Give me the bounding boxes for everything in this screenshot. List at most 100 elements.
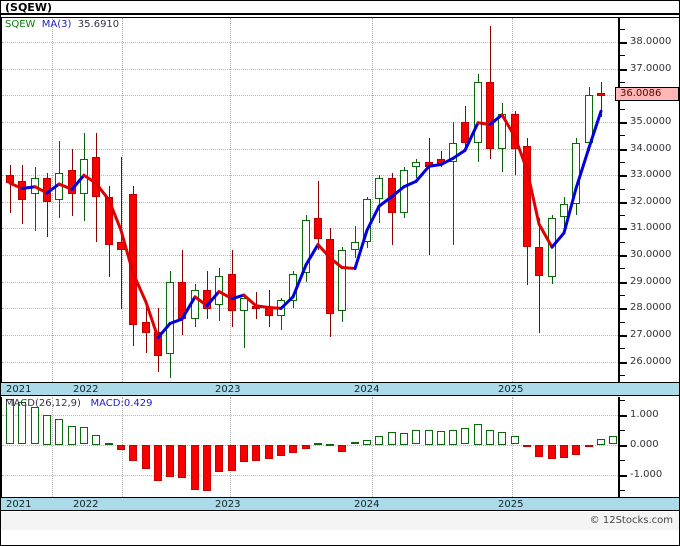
- price-gridline: [2, 202, 618, 203]
- macd-histogram-bar: [461, 428, 469, 444]
- price-minor-tick: [620, 135, 625, 136]
- price-tick: [620, 308, 627, 310]
- price-minor-tick: [620, 109, 625, 110]
- candle-body: [166, 282, 174, 354]
- title-bar: (SQEW): [1, 1, 679, 15]
- date-axis-year: 2024: [354, 384, 380, 395]
- year-gridline: [372, 18, 373, 382]
- macd-histogram-bar: [228, 445, 236, 471]
- price-gridline: [2, 149, 618, 150]
- macd-histogram-bar: [400, 433, 408, 445]
- price-minor-tick: [620, 215, 625, 216]
- macd-histogram-bar: [523, 445, 531, 447]
- macd-tick-label: 1.000: [630, 409, 659, 420]
- macd-histogram-bar: [43, 415, 51, 445]
- date-axis-upper: 2021 2022 2023 2024 2025: [1, 382, 618, 396]
- year-gridline: [372, 397, 373, 497]
- macd-histogram-bar: [412, 430, 420, 444]
- macd-histogram-bar: [351, 442, 359, 444]
- macd-gridline: [2, 475, 618, 476]
- price-tick: [620, 228, 627, 230]
- candle-body: [289, 274, 297, 301]
- macd-histogram-bar: [474, 424, 482, 445]
- macd-histogram-bar: [498, 432, 506, 445]
- candle-body: [560, 204, 568, 217]
- price-minor-tick: [620, 375, 625, 376]
- date-axis-lower-pad: [618, 497, 679, 511]
- candle-body: [326, 239, 334, 314]
- macd-histogram-bar: [449, 430, 457, 445]
- year-gridline: [230, 18, 231, 382]
- macd-tick: [620, 445, 627, 447]
- candle-body: [228, 274, 236, 311]
- price-minor-tick: [620, 29, 625, 30]
- price-tick: [620, 282, 627, 284]
- macd-histogram-bar: [31, 407, 39, 444]
- candle-body: [178, 282, 186, 319]
- macd-histogram-bar: [68, 426, 76, 445]
- price-minor-tick: [620, 189, 625, 190]
- macd-histogram-bar: [511, 436, 519, 444]
- macd-histogram-bar: [203, 445, 211, 491]
- price-minor-tick: [620, 295, 625, 296]
- macd-axis: 1.000 0.000 -1.000: [618, 397, 679, 497]
- macd-histogram-bar: [117, 445, 125, 450]
- macd-histogram-bar: [437, 431, 445, 445]
- price-tick-label: 27.0000: [630, 329, 672, 340]
- macd-value: MACD:0.429: [90, 398, 153, 409]
- macd-minor-tick: [620, 490, 625, 491]
- candle-wick: [453, 122, 454, 245]
- candle-body: [535, 247, 543, 276]
- footer-bar: © 12Stocks.com: [1, 512, 679, 530]
- price-tick-label: 28.0000: [630, 302, 672, 313]
- price-minor-tick: [620, 322, 625, 323]
- date-axis-lower: 2021 2022 2023 2024 2025: [1, 497, 618, 511]
- price-tick-label: 38.0000: [630, 36, 672, 47]
- candle-wick: [244, 295, 245, 348]
- year-gridline: [512, 397, 513, 497]
- candle-body: [302, 220, 310, 273]
- macd-histogram-bar: [265, 445, 273, 459]
- macd-histogram-bar: [302, 445, 310, 449]
- page-title: (SQEW): [5, 1, 52, 14]
- candle-body: [338, 250, 346, 311]
- macd-histogram-bar: [363, 440, 371, 445]
- year-gridline: [512, 18, 513, 382]
- price-tick: [620, 149, 627, 151]
- macd-panel[interactable]: MACD(26,12,9) MACD:0.429: [1, 397, 618, 497]
- price-minor-tick: [620, 82, 625, 83]
- candle-body: [461, 122, 469, 143]
- macd-histogram-bar: [338, 445, 346, 452]
- price-chart-panel[interactable]: SQEW MA(3) 35.6910: [1, 17, 618, 382]
- macd-histogram-bar: [55, 419, 63, 445]
- price-tick-label: 29.0000: [630, 276, 672, 287]
- candle-body: [314, 218, 322, 239]
- price-gridline: [2, 362, 618, 363]
- price-tick: [620, 202, 627, 204]
- date-axis-year: 2022: [73, 499, 99, 510]
- macd-histogram-bar: [129, 445, 137, 461]
- candle-body: [154, 332, 162, 356]
- price-tick: [620, 175, 627, 177]
- macd-histogram-bar: [178, 445, 186, 478]
- price-minor-tick: [620, 55, 625, 56]
- candle-body: [6, 175, 14, 183]
- price-minor-tick: [620, 268, 625, 269]
- macd-params: MACD(26,12,9): [5, 398, 81, 409]
- macd-minor-tick: [620, 400, 625, 401]
- candle-body: [449, 143, 457, 162]
- legend-ma-label: MA(3): [41, 19, 72, 30]
- macd-histogram-bar: [314, 443, 322, 445]
- macd-histogram-bar: [240, 445, 248, 462]
- candle-body: [523, 146, 531, 247]
- price-gridline: [2, 69, 618, 70]
- macd-histogram-bar: [375, 436, 383, 445]
- price-axis: 38.000037.000036.000035.000034.000033.00…: [618, 17, 679, 382]
- year-gridline: [52, 397, 53, 497]
- price-tick-label: 31.0000: [630, 222, 672, 233]
- macd-histogram-bar: [252, 445, 260, 461]
- macd-minor-tick: [620, 460, 625, 461]
- price-tick: [620, 122, 627, 124]
- candle-body: [105, 197, 113, 245]
